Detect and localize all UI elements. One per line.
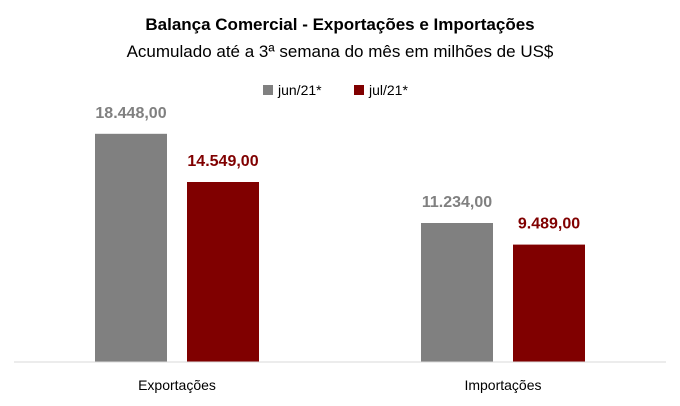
bars: [95, 133, 585, 362]
legend-swatch-jun: [263, 85, 273, 95]
bar-jul-importacoes: [513, 244, 585, 362]
chart-title: Balança Comercial - Exportações e Import…: [145, 15, 534, 34]
bar-jun-importacoes: [421, 223, 493, 362]
data-labels: 18.448,00 14.549,00 11.234,00 9.489,00: [95, 105, 580, 233]
category-label-exportacoes: Exportações: [138, 377, 216, 393]
legend-label-jul: jul/21*: [368, 82, 408, 98]
chart-subtitle: Acumulado até a 3ª semana do mês em milh…: [127, 42, 554, 61]
legend: jun/21* jul/21*: [263, 82, 408, 98]
bar-jun-exportacoes: [95, 133, 167, 362]
legend-swatch-jul: [354, 85, 364, 95]
data-label-jun-importacoes: 11.234,00: [422, 194, 492, 211]
data-label-jul-importacoes: 9.489,00: [518, 216, 580, 233]
data-label-jul-exportacoes: 14.549,00: [187, 153, 258, 170]
legend-label-jun: jun/21*: [277, 82, 322, 98]
category-label-importacoes: Importações: [464, 377, 541, 393]
data-label-jun-exportacoes: 18.448,00: [95, 105, 166, 122]
bar-jul-exportacoes: [187, 182, 259, 362]
